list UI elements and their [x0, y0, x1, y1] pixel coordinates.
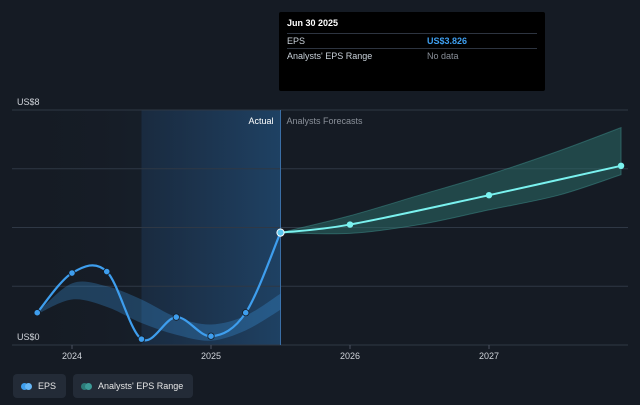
eps-point	[242, 309, 250, 317]
range-legend-icon	[81, 382, 93, 390]
forecast-point	[485, 191, 493, 199]
legend-item-eps[interactable]: EPS	[13, 374, 67, 398]
tooltip-eps-value: US$3.826	[427, 36, 468, 46]
eps-point	[68, 269, 76, 277]
legend-eps-label: EPS	[38, 381, 57, 391]
eps-point	[33, 309, 41, 317]
legend-dot	[21, 382, 28, 390]
eps-point	[137, 335, 146, 343]
actual-label: Actual	[248, 116, 273, 126]
forecast-range-band	[280, 126, 622, 235]
historical-range-band	[37, 281, 281, 341]
y-tick-label-max: US$8	[17, 97, 40, 107]
eps-point	[103, 267, 111, 276]
forecast-line	[280, 164, 622, 234]
x-tick-label: 2025	[201, 351, 221, 361]
legend-dot	[85, 382, 93, 390]
eps-legend-icon	[21, 382, 32, 390]
forecast-label: Analysts Forecasts	[287, 116, 364, 126]
y-tick-label-min: US$0	[17, 332, 40, 342]
tooltip-row-range: Analysts' EPS Range No data	[287, 48, 537, 63]
forecast-point	[617, 162, 625, 170]
tooltip-range-value: No data	[427, 51, 459, 61]
x-tick-label: 2024	[62, 351, 82, 361]
x-tick-label: 2026	[340, 351, 360, 361]
legend-range-label: Analysts' EPS Range	[98, 381, 184, 391]
forecast-point	[346, 221, 354, 228]
tooltip-eps-label: EPS	[287, 36, 306, 46]
tooltip-date: Jun 30 2025	[287, 18, 339, 28]
current-eps-point	[276, 228, 285, 237]
tooltip-range-label: Analysts' EPS Range	[287, 51, 373, 61]
tooltip: Jun 30 2025 EPS US$3.826 Analysts' EPS R…	[279, 12, 545, 91]
legend: EPS Analysts' EPS Range	[13, 374, 194, 398]
x-tick-label: 2027	[479, 351, 499, 361]
eps-point	[207, 332, 215, 340]
legend-dot	[81, 382, 89, 390]
legend-item-range[interactable]: Analysts' EPS Range	[73, 374, 194, 398]
eps-point	[172, 313, 180, 321]
legend-dot	[25, 382, 32, 390]
tooltip-row-eps: EPS US$3.826	[287, 33, 537, 48]
